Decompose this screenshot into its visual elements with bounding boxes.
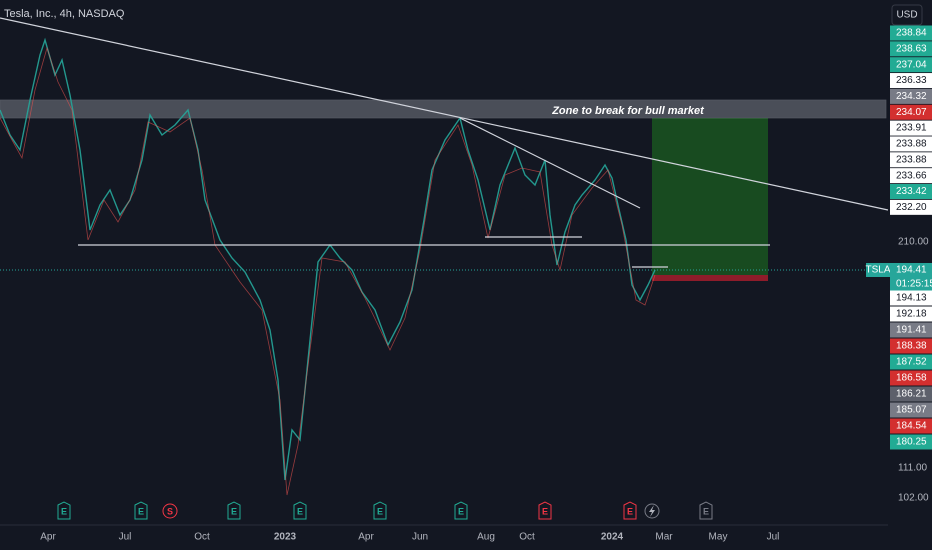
price-badge <box>890 199 932 215</box>
price-badge <box>890 263 932 291</box>
event-icon[interactable] <box>538 501 552 520</box>
price-badge-text: 232.20 <box>896 202 927 213</box>
price-badge <box>890 57 932 73</box>
event-icon[interactable] <box>623 501 637 520</box>
event-letter: E <box>138 506 144 516</box>
price-badge <box>890 136 932 152</box>
trend-line <box>459 117 641 209</box>
price-badge <box>890 104 932 120</box>
price-badge-text: 236.33 <box>896 75 927 86</box>
price-badge <box>890 88 932 104</box>
time-axis-label: Apr <box>40 532 56 543</box>
event-letter: E <box>703 506 709 516</box>
price-badge-text: 187.52 <box>896 357 927 368</box>
event-letter: E <box>627 506 633 516</box>
currency-label[interactable]: USD <box>896 10 917 21</box>
time-axis-label: 2024 <box>601 532 624 543</box>
price-badge <box>890 322 932 338</box>
price-badge-text: 233.66 <box>896 170 927 181</box>
price-badge <box>890 338 932 354</box>
price-badge-text: 237.04 <box>896 59 927 70</box>
price-badge-text: 184.54 <box>896 421 927 432</box>
event-icon[interactable] <box>699 501 713 520</box>
event-icon[interactable] <box>227 501 241 520</box>
price-badge-text: 186.58 <box>896 373 927 384</box>
event-letter: S <box>167 506 173 516</box>
price-badge-text: 194.41 <box>896 265 927 276</box>
event-letter: E <box>542 506 548 516</box>
price-badge-text: 234.07 <box>896 107 927 118</box>
price-badge <box>890 290 932 306</box>
price-badge <box>890 41 932 57</box>
time-axis-label: Oct <box>194 532 210 543</box>
price-badge-text: 233.42 <box>896 186 927 197</box>
time-axis-label: Apr <box>358 532 374 543</box>
price-badge-text: 185.07 <box>896 405 927 416</box>
price-badge-text: 233.88 <box>896 139 927 150</box>
event-letter: E <box>458 506 464 516</box>
lightning <box>649 505 655 517</box>
price-badge <box>890 306 932 322</box>
price-badge-text: 238.63 <box>896 43 927 54</box>
symbol-tag-text: TSLA <box>865 265 890 276</box>
price-badge <box>890 354 932 370</box>
price-badge-text: 234.32 <box>896 91 927 102</box>
time-axis-label: Jun <box>412 532 428 543</box>
price-scale-label: 111.00 <box>898 463 928 474</box>
price-badge-text: 238.84 <box>896 28 927 39</box>
price-badge <box>890 168 932 184</box>
price-badge <box>890 434 932 450</box>
time-axis-label: Jul <box>767 532 780 543</box>
price-badge-text: 233.88 <box>896 154 927 165</box>
price-badge <box>890 418 932 434</box>
price-badge <box>890 25 932 41</box>
price-badge-text: 194.13 <box>896 293 927 304</box>
time-axis-label: 2023 <box>274 532 297 543</box>
price-badge-text: 188.38 <box>896 341 927 352</box>
split-icon[interactable] <box>644 503 660 519</box>
price-scale-label: 210.00 <box>898 237 929 248</box>
time-axis-label: May <box>709 532 728 543</box>
time-axis-label: Aug <box>477 532 495 543</box>
event-icon[interactable] <box>134 501 148 520</box>
event-icon[interactable] <box>373 501 387 520</box>
price-badge-text: 192.18 <box>896 309 927 320</box>
price-badge <box>890 152 932 168</box>
currency-button[interactable] <box>891 4 923 26</box>
time-axis-label: Oct <box>519 532 535 543</box>
stop-zone <box>652 275 768 281</box>
price-badge-text: 186.21 <box>896 389 927 400</box>
price-badge-text: 233.91 <box>896 123 927 134</box>
event-icon[interactable] <box>454 501 468 520</box>
event-letter: E <box>297 506 303 516</box>
resistance-zone <box>0 99 887 119</box>
time-axis-label: Mar <box>655 532 673 543</box>
countdown: 01:25:15 <box>896 279 932 290</box>
price-badge <box>890 370 932 386</box>
target-zone <box>652 118 768 275</box>
price-scale-label: 102.00 <box>898 493 929 504</box>
price-badge <box>890 184 932 199</box>
price-badge <box>890 386 932 402</box>
price-badge-text: 180.25 <box>896 437 927 448</box>
event-letter: E <box>377 506 383 516</box>
trend-line <box>0 17 889 211</box>
price-path-shadow <box>0 46 656 496</box>
event-icon[interactable] <box>162 503 178 519</box>
symbol-tag <box>866 263 890 277</box>
event-letter: E <box>231 506 237 516</box>
price-badge-text: 191.41 <box>896 325 927 336</box>
event-letter: E <box>61 506 67 516</box>
event-icon[interactable] <box>293 501 307 520</box>
event-icon[interactable] <box>57 501 71 520</box>
time-axis-label: Jul <box>119 532 132 543</box>
symbol-title: Tesla, Inc., 4h, NASDAQ <box>4 8 125 20</box>
zone-annotation: Zone to break for bull market <box>551 105 705 117</box>
price-badge <box>890 120 932 136</box>
price-badge <box>890 402 932 418</box>
price-badge <box>890 73 932 89</box>
